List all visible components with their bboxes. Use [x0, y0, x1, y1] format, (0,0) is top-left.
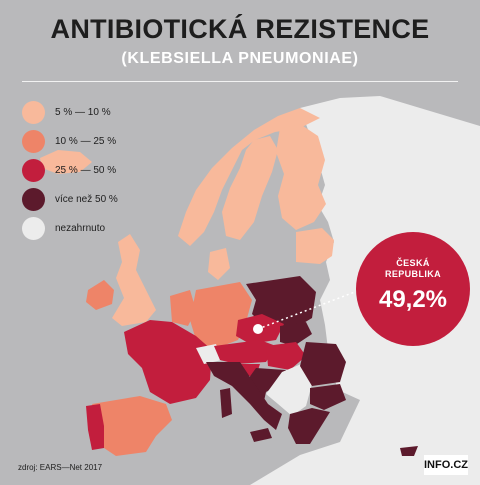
map-legend: 5 % — 10 % 10 % — 25 % 25 % — 50 % více …: [22, 98, 118, 243]
region-sicily: [250, 428, 272, 442]
region-austria: [214, 340, 276, 364]
legend-item: 5 % — 10 %: [22, 98, 118, 127]
region-norway: [178, 108, 320, 246]
legend-label: více než 50 %: [55, 194, 118, 205]
czech-callout: ČESKÁ REPUBLIKA 49,2%: [356, 232, 470, 346]
legend-item: 10 % — 25 %: [22, 127, 118, 156]
region-france: [124, 320, 212, 404]
region-greece: [288, 408, 330, 444]
region-ireland: [86, 280, 114, 310]
legend-item: nezahrnuto: [22, 214, 118, 243]
region-balkans: [266, 362, 312, 416]
legend-swatch-5-10: [22, 101, 45, 124]
region-iceland: [40, 150, 92, 174]
page-subtitle: (KLEBSIELLA PNEUMONIAE): [121, 50, 359, 67]
region-italy: [206, 362, 282, 430]
region-spain: [92, 396, 172, 456]
region-cyprus: [400, 446, 418, 456]
page-title: ANTIBIOTICKÁ REZISTENCE: [50, 14, 430, 44]
region-finland: [276, 124, 326, 230]
legend-label: 5 % — 10 %: [55, 107, 111, 118]
callout-value: 49,2%: [378, 286, 448, 313]
legend-swatch-10-25: [22, 130, 45, 153]
region-great-britain: [112, 234, 156, 326]
region-denmark: [208, 248, 230, 280]
header: ANTIBIOTICKÁ REZISTENCE (KLEBSIELLA PNEU…: [0, 0, 480, 82]
legend-label: 10 % — 25 %: [55, 136, 117, 147]
legend-item: 25 % — 50 %: [22, 156, 118, 185]
region-benelux: [170, 290, 196, 326]
callout-label: ČESKÁ REPUBLIKA: [356, 258, 470, 280]
callout-label-line1: ČESKÁ: [396, 258, 430, 268]
region-baltics: [296, 228, 334, 264]
source-note: zdroj: EARS—Net 2017: [18, 463, 103, 472]
title-divider: [22, 81, 458, 82]
legend-item: více než 50 %: [22, 185, 118, 214]
region-slovakia: [280, 322, 312, 346]
region-sweden: [222, 136, 278, 240]
region-hungary: [266, 342, 306, 370]
region-romania: [300, 342, 346, 386]
info-cz-logo[interactable]: INFO.CZ: [424, 455, 468, 475]
legend-swatch-not-included: [22, 217, 45, 240]
legend-swatch-over-50: [22, 188, 45, 211]
region-bulgaria: [310, 384, 346, 410]
callout-connector: [257, 289, 361, 330]
legend-label: 25 % — 50 %: [55, 165, 117, 176]
legend-swatch-25-50: [22, 159, 45, 182]
region-sardinia: [220, 388, 232, 418]
callout-label-line2: REPUBLIKA: [384, 269, 442, 279]
legend-label: nezahrnuto: [55, 223, 106, 234]
region-portugal: [86, 404, 104, 450]
